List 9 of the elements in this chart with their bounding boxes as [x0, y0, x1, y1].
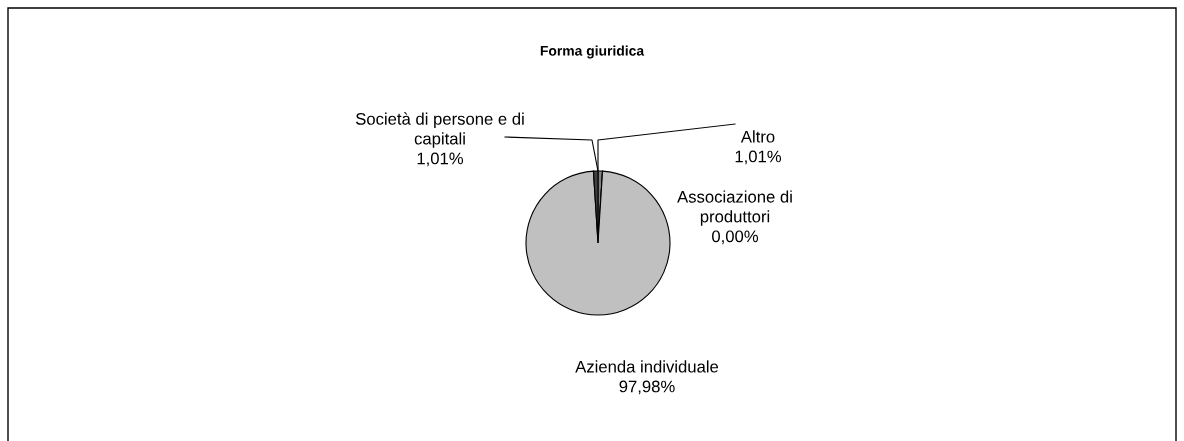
slice-label: Altro	[740, 130, 775, 143]
category-label: Associazione di produttori	[677, 190, 792, 226]
chart-title: Forma giuridica	[540, 45, 645, 59]
data-label: 1,01%	[417, 152, 464, 167]
slice-label: Azienda individuale	[575, 360, 719, 373]
data-label: 97,98%	[619, 380, 675, 395]
text: 0,00%	[712, 230, 759, 245]
slice-label: Società di persone e di capitali	[355, 112, 524, 148]
data-label: 1,01%	[735, 150, 782, 165]
